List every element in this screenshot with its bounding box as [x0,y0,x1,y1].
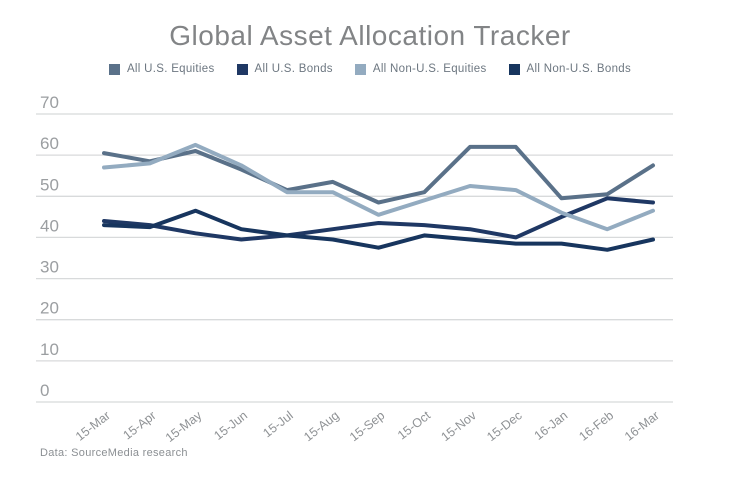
x-tick-label: 15-Jun [211,408,250,443]
series-line [102,196,655,242]
x-tick-label: 16-Feb [576,408,616,443]
series-line [102,144,655,205]
legend-item-label: All Non-U.S. Bonds [526,63,632,75]
y-tick-label: 70 [40,93,59,112]
legend-item-label: All Non-U.S. Equities [372,63,487,75]
x-tick-label: 16-Mar [622,408,662,443]
x-tick-label: 15-Mar [73,408,113,443]
legend-item-label: All U.S. Equities [126,63,215,75]
x-tick-label: 15-Sep [347,408,387,444]
legend-item: All Non-U.S. Equities [354,63,487,75]
x-tick-label: 15-Dec [484,408,524,444]
x-tick-label: 15-May [163,408,205,445]
series-line [102,142,655,232]
y-tick-label: 20 [40,299,59,318]
y-tick-label: 50 [40,175,59,194]
y-tick-label: 60 [40,134,59,153]
chart-title: Global Asset Allocation Tracker [169,20,571,51]
chart-legend: All U.S. Equities All U.S. Bonds All Non-U… [0,63,740,75]
y-tick-label: 30 [40,258,59,277]
y-tick-label: 0 [40,381,49,400]
x-tick-label: 15-Apr [120,408,158,442]
x-tick-label: 16-Jan [532,408,571,443]
legend-swatch-icon [236,63,248,75]
legend-swatch-icon [108,63,120,75]
legend-item: All Non-U.S. Bonds [508,63,632,75]
x-tick-label: 15-Jul [260,408,295,440]
x-tick-label: 15-Aug [301,408,341,444]
data-source-note: Data: SourceMedia research [40,447,188,459]
legend-swatch-icon [354,63,366,75]
legend-swatch-icon [508,63,520,75]
legend-item: All U.S. Bonds [236,63,333,75]
x-tick-label: 15-Nov [438,408,479,444]
legend-item-label: All U.S. Bonds [254,63,333,75]
y-tick-label: 10 [40,340,59,359]
x-tick-label: 15-Oct [395,408,434,442]
series-line [102,208,655,252]
legend-item: All U.S. Equities [108,63,215,75]
y-tick-label: 40 [40,216,59,235]
